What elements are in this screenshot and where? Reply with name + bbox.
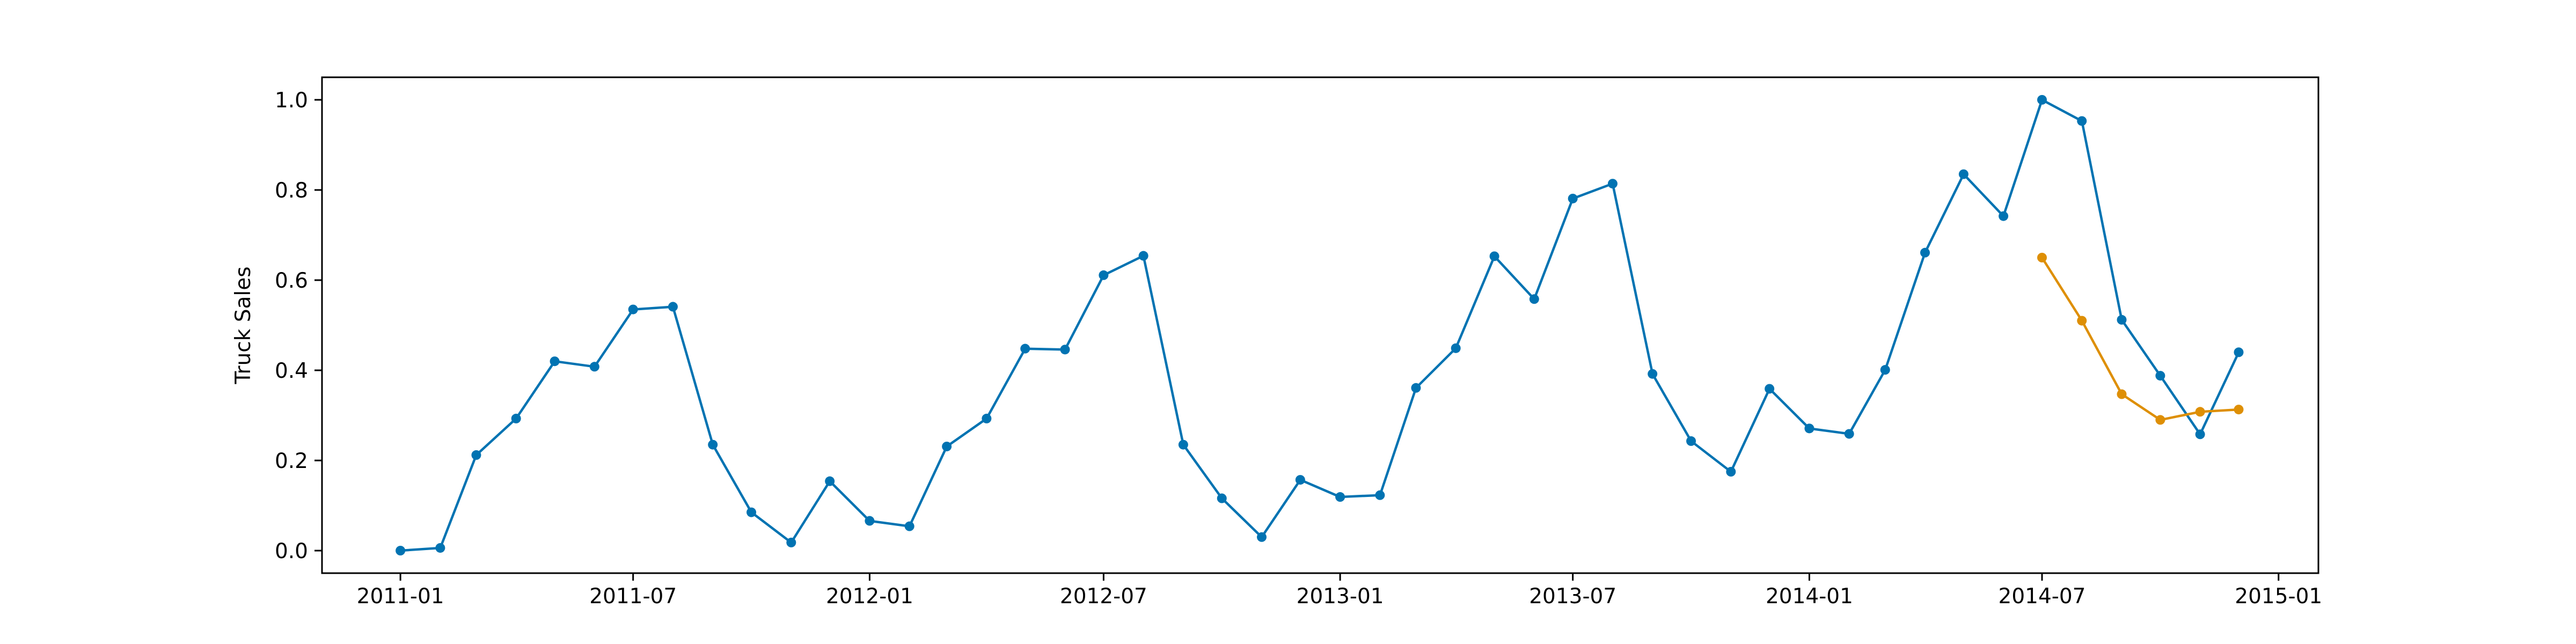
y-tick-label: 0.8 [275, 179, 308, 203]
data-point [2117, 389, 2127, 399]
y-tick-label: 0.6 [275, 269, 308, 293]
data-point [1060, 345, 1070, 355]
data-point [2195, 407, 2205, 417]
y-tick-label: 0.0 [275, 539, 308, 564]
x-tick-label: 2013-07 [1529, 584, 1616, 609]
data-point [471, 450, 481, 460]
series-layer [396, 95, 2244, 555]
data-point [1217, 493, 1227, 503]
data-point [1844, 429, 1854, 439]
data-point [1020, 343, 1030, 354]
data-point [550, 356, 560, 367]
data-point [1295, 475, 1305, 485]
data-point [982, 413, 992, 423]
data-point [708, 440, 718, 450]
data-point [1257, 532, 1267, 542]
series-line-2 [2041, 257, 2239, 421]
data-point [786, 537, 796, 547]
plot-frame [321, 76, 2319, 574]
x-tick-label: 2012-01 [826, 584, 913, 609]
data-point [2234, 405, 2244, 415]
data-point [1489, 251, 1499, 261]
data-point [1451, 343, 1461, 353]
data-point [1335, 492, 1345, 502]
data-point [435, 543, 445, 553]
data-point [1529, 294, 1539, 304]
data-point [628, 304, 638, 314]
data-point [942, 441, 952, 451]
x-tick-label: 2011-07 [589, 584, 677, 609]
data-point [1765, 384, 1775, 394]
data-point [2155, 415, 2165, 425]
data-point [2117, 314, 2127, 325]
y-axis-label: Truck Sales [231, 266, 255, 384]
x-tick-label: 2015-01 [2235, 584, 2322, 609]
series-line-1 [400, 98, 2240, 552]
data-point [2195, 429, 2205, 440]
data-point [668, 302, 678, 312]
data-point [1804, 423, 1814, 434]
data-point [1568, 193, 1578, 203]
data-point [2037, 95, 2047, 105]
data-point [1375, 490, 1385, 500]
data-point [2234, 347, 2244, 357]
x-tick-label: 2013-01 [1297, 584, 1384, 609]
data-point [1686, 436, 1696, 446]
y-axis: 0.0 0.2 0.4 0.6 0.8 1.0 [275, 89, 322, 564]
x-tick-label: 2012-07 [1060, 584, 1147, 609]
data-point [865, 516, 875, 526]
y-tick-label: 0.4 [275, 359, 308, 383]
data-point [2077, 316, 2087, 326]
data-point [2037, 253, 2047, 262]
y-tick-label: 1.0 [275, 89, 308, 113]
data-point [2077, 116, 2087, 126]
data-point [2155, 371, 2165, 381]
data-point [747, 507, 757, 517]
data-point [1880, 365, 1890, 375]
data-point [1726, 467, 1736, 477]
data-point [1138, 251, 1148, 261]
data-point [1958, 169, 1968, 179]
data-point [1607, 179, 1618, 189]
x-tick-label: 2014-01 [1766, 584, 1853, 609]
data-point [511, 413, 521, 423]
data-point [904, 521, 914, 531]
data-point [1178, 440, 1188, 450]
x-tick-label: 2014-07 [1999, 584, 2086, 609]
x-axis: 2011-01 2011-07 2012-01 2012-07 2013-01 2013-… [357, 573, 2322, 609]
data-point [1648, 369, 1658, 379]
data-point [396, 546, 406, 555]
y-tick-label: 0.2 [275, 449, 308, 473]
x-tick-label: 2011-01 [357, 584, 444, 609]
data-point [1999, 211, 2009, 221]
data-point [1920, 247, 1930, 258]
data-point [1099, 270, 1109, 280]
data-point [589, 362, 599, 372]
data-point [1411, 383, 1421, 393]
data-point [825, 476, 835, 486]
